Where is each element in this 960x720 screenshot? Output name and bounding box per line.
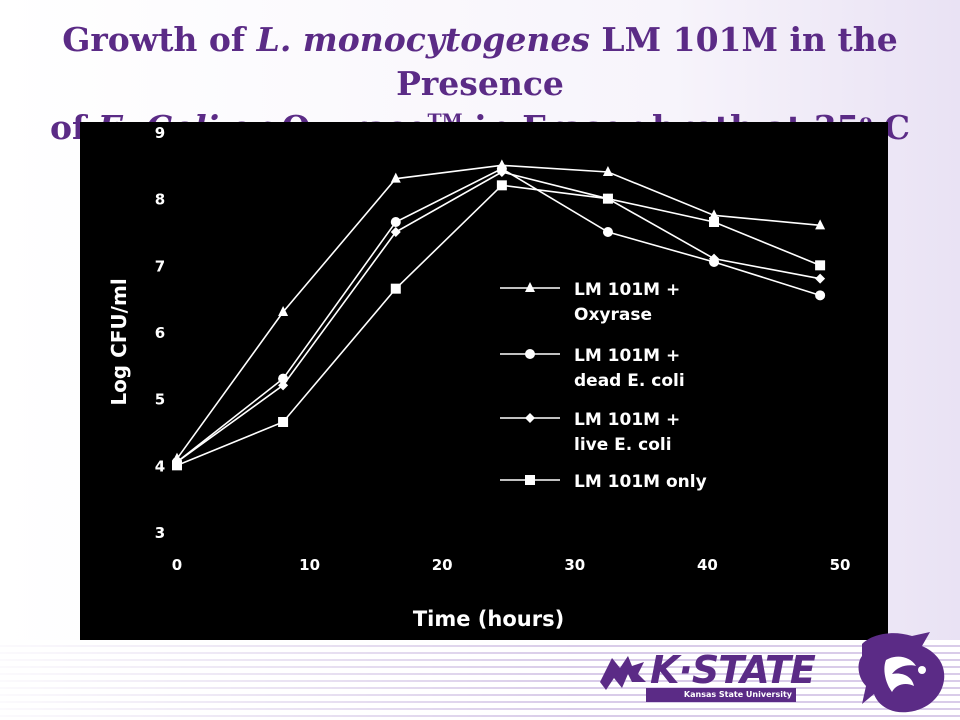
data-point-square: [602, 193, 613, 204]
x-tick-label: 40: [697, 556, 718, 574]
logo-subtitle: Kansas State University: [646, 688, 796, 702]
data-point-square: [496, 180, 507, 191]
data-point-square: [390, 283, 401, 294]
x-tick-label: 50: [830, 556, 851, 574]
data-point-diamond: [815, 273, 826, 284]
data-point-triangle: [390, 172, 401, 183]
y-tick-label: 9: [155, 124, 165, 142]
data-point-triangle: [709, 209, 720, 220]
series-line-triangle: [176, 164, 821, 460]
kstate-logo: K·STATE Kansas State University: [598, 648, 816, 704]
footer-stripes: [0, 640, 960, 720]
x-tick-label: 0: [172, 556, 182, 574]
legend-marker-square: [525, 475, 535, 485]
legend-label: LM 101M only: [574, 472, 707, 492]
legend-label: LM 101M +: [574, 346, 680, 366]
y-axis-title: Log CFU/ml: [107, 278, 131, 405]
growth-line-chart: 3 4 5 6 7 8 9 0 10 20 30 40 50 Log CFU/ml Time (hours)…: [107, 124, 851, 631]
y-tick-label: 7: [155, 257, 165, 275]
x-tick-label: 20: [432, 556, 453, 574]
legend-label: live E. coli: [574, 435, 672, 455]
y-tick-label: 3: [155, 524, 165, 542]
data-point-diamond: [496, 167, 507, 177]
legend-marker-circle: [525, 349, 535, 359]
data-point-square: [278, 417, 289, 427]
wildcat-logo-icon: [858, 632, 945, 713]
legend-label: LM 101M +: [574, 410, 680, 430]
legend-label: dead E. coli: [574, 371, 685, 391]
title-line-1: Growth of L. monocytogenes LM 101M in th…: [62, 20, 898, 103]
data-point-triangle: [602, 166, 613, 176]
x-tick-label: 30: [564, 556, 585, 574]
legend-label: LM 101M +: [574, 280, 680, 300]
data-point-diamond: [709, 253, 720, 264]
y-tick-label: 4: [155, 457, 165, 475]
y-tick-label: 8: [155, 191, 165, 209]
data-point-circle: [390, 217, 401, 227]
data-point-square: [172, 460, 182, 471]
legend-label: Oxyrase: [574, 305, 652, 325]
logo-wordmark: K·STATE: [650, 648, 816, 692]
series-line-circle: [176, 167, 821, 463]
data-point-circle: [815, 290, 826, 301]
data-point-triangle: [278, 306, 289, 316]
legend-marker-triangle: [525, 282, 535, 292]
data-point-square: [709, 217, 720, 227]
x-axis-title: Time (hours): [413, 607, 564, 631]
y-tick-label: 6: [155, 324, 165, 342]
data-point-diamond: [278, 380, 289, 391]
powercat-small-icon: [600, 656, 646, 690]
chart-panel: 3 4 5 6 7 8 9 0 10 20 30 40 50 Log CFU/ml Time (hours)…: [80, 122, 888, 640]
y-tick-label: 5: [155, 391, 165, 409]
data-point-square: [815, 260, 826, 271]
x-tick-label: 10: [299, 556, 320, 574]
data-point-triangle: [815, 219, 826, 230]
legend-marker-diamond: [525, 413, 535, 423]
data-point-circle: [602, 227, 613, 237]
data-point-diamond: [390, 227, 401, 237]
